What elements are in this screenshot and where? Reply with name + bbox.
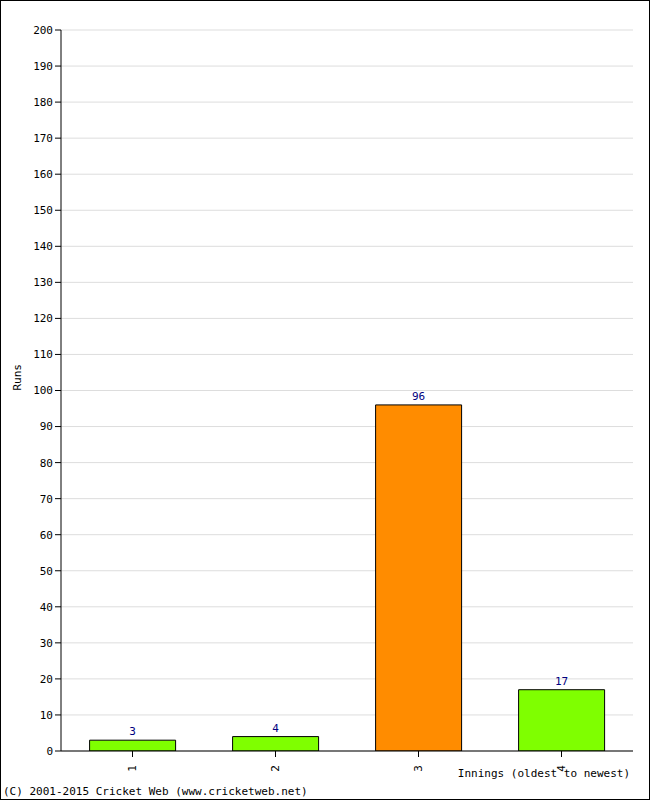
svg-text:130: 130 bbox=[33, 276, 53, 289]
html-text:(C) 2001-2015 Cricket Web (www: (C) 2001-2015 Cricket Web (www.cricketwe… bbox=[3, 785, 308, 798]
svg-text:110: 110 bbox=[33, 348, 53, 361]
svg-text:100: 100 bbox=[33, 384, 53, 397]
svg-text:80: 80 bbox=[40, 457, 53, 470]
svg-text:140: 140 bbox=[33, 240, 53, 253]
svg-text:17: 17 bbox=[555, 675, 568, 688]
svg-text:1: 1 bbox=[126, 765, 139, 772]
svg-text:96: 96 bbox=[412, 390, 425, 403]
svg-text:2: 2 bbox=[269, 765, 282, 772]
svg-text:30: 30 bbox=[40, 637, 53, 650]
svg-text:190: 190 bbox=[33, 60, 53, 73]
svg-text:Runs: Runs bbox=[11, 364, 24, 391]
html-text:Innings (oldest to newest): Innings (oldest to newest) bbox=[457, 767, 630, 780]
svg-text:160: 160 bbox=[33, 168, 53, 181]
svg-text:10: 10 bbox=[40, 709, 53, 722]
svg-text:40: 40 bbox=[40, 601, 53, 614]
svg-text:70: 70 bbox=[40, 493, 53, 506]
svg-text:3: 3 bbox=[412, 765, 425, 772]
svg-text:3: 3 bbox=[129, 725, 136, 738]
svg-text:20: 20 bbox=[40, 673, 53, 686]
svg-text:180: 180 bbox=[33, 96, 53, 109]
svg-text:0: 0 bbox=[46, 745, 53, 758]
svg-text:200: 200 bbox=[33, 24, 53, 37]
svg-text:60: 60 bbox=[40, 529, 53, 542]
svg-text:170: 170 bbox=[33, 132, 53, 145]
svg-text:90: 90 bbox=[40, 420, 53, 433]
svg-text:120: 120 bbox=[33, 312, 53, 325]
svg-text:150: 150 bbox=[33, 204, 53, 217]
svg-text:50: 50 bbox=[40, 565, 53, 578]
svg-text:4: 4 bbox=[272, 722, 279, 735]
